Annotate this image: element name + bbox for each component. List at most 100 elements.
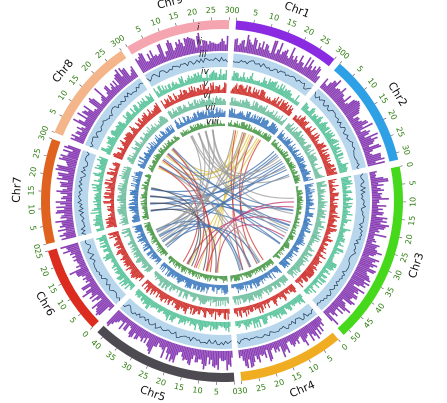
- synteny-link: [204, 130, 294, 199]
- tick-mark: [253, 19, 255, 23]
- tick-label: 25: [319, 34, 332, 47]
- tick-label: 15: [290, 371, 303, 383]
- tick-label: 30: [37, 129, 49, 142]
- track-vii-bars: [270, 139, 301, 184]
- tick-mark: [58, 283, 62, 286]
- track-iv-bars: [230, 83, 294, 117]
- track-iv: [103, 82, 340, 320]
- tick-mark: [91, 70, 94, 74]
- tick-mark: [162, 372, 165, 376]
- tick-label: 0: [340, 342, 350, 352]
- chromosome-band-chr2: [333, 63, 399, 162]
- track-ii-line: [316, 173, 367, 306]
- tick-label: 10: [56, 89, 69, 102]
- track-v-bars: [154, 270, 230, 307]
- track-iv-bars: [107, 230, 145, 282]
- tick-mark: [43, 243, 47, 246]
- tick-label: 5: [252, 8, 259, 18]
- tick-label: 20: [80, 59, 94, 73]
- track-iv-bars: [292, 114, 338, 177]
- tick-mark: [145, 365, 148, 369]
- tick-label: 5: [68, 315, 78, 325]
- tick-label: 25: [255, 383, 267, 394]
- track-i-bars: [233, 34, 322, 84]
- tick-label: 5: [48, 107, 58, 116]
- data-tracks: [55, 32, 390, 371]
- track-ii-line: [84, 240, 121, 301]
- track-ii-line: [146, 56, 228, 82]
- track-label-iv: iv: [201, 67, 210, 77]
- tick-label: 20: [38, 265, 50, 278]
- tick-mark: [383, 117, 387, 120]
- tick-mark: [388, 271, 392, 273]
- tick-label: 40: [89, 338, 103, 351]
- tick-label: 5: [355, 64, 365, 74]
- synteny-link: [159, 165, 284, 240]
- tick-label: 5: [134, 24, 143, 34]
- synteny-link: [162, 159, 213, 273]
- tick-label: 20: [404, 233, 415, 245]
- tick-label: 45: [362, 317, 375, 331]
- synteny-link: [195, 206, 294, 269]
- synteny-link: [155, 220, 241, 271]
- synteny-link: [216, 224, 285, 273]
- tick-label: 50: [349, 330, 363, 344]
- tick-label: 0: [341, 51, 351, 61]
- track-ii-line: [314, 91, 360, 170]
- track-vi-bars: [137, 124, 176, 170]
- track-label-vi: vi: [203, 91, 211, 101]
- tick-label: 0: [40, 125, 50, 133]
- synteny-link: [163, 158, 281, 244]
- chromosome-band-chr9: [127, 20, 230, 55]
- tick-mark: [90, 327, 93, 330]
- track-vii-bars: [140, 174, 152, 221]
- track-label-i: i: [197, 23, 200, 33]
- tick-mark: [104, 58, 108, 62]
- tick-mark: [125, 44, 128, 48]
- track-iv-bars: [141, 279, 230, 320]
- synteny-link: [165, 129, 235, 247]
- chromosome-label-chr4: Chr4: [288, 378, 317, 400]
- tick-label: 20: [273, 377, 285, 389]
- track-i-bars: [60, 242, 115, 316]
- track-ii-band: [309, 88, 367, 171]
- tick-mark: [364, 87, 367, 90]
- track-iii-bars: [90, 156, 109, 232]
- tick-label: 10: [268, 12, 280, 23]
- track-i-bars: [134, 32, 229, 74]
- track-iv-bars: [103, 162, 121, 229]
- track-label-vii: vii: [205, 103, 216, 113]
- tick-mark: [45, 250, 49, 253]
- tick-label: 0: [234, 6, 240, 15]
- tick-label: 5: [214, 387, 219, 396]
- track-vi-bars: [231, 265, 283, 294]
- track-v: [116, 95, 328, 307]
- synteny-link: [149, 202, 208, 271]
- track-ii-band: [312, 172, 370, 311]
- track-i-bars: [319, 78, 385, 167]
- synteny-link: [167, 152, 294, 211]
- track-vii: [140, 119, 304, 283]
- tick-mark: [49, 137, 53, 140]
- track-label-v: v: [203, 79, 209, 89]
- track-vi-bars: [278, 183, 315, 269]
- tick-mark: [394, 254, 398, 256]
- track-vii-bars: [168, 255, 228, 283]
- synteny-link: [150, 208, 217, 273]
- track-label-viii: viii: [206, 117, 219, 127]
- tick-label: 20: [28, 166, 38, 177]
- chromosome-band-chr5: [97, 325, 235, 382]
- synteny-link: [197, 132, 287, 234]
- track-vi-bars: [128, 170, 144, 223]
- track-ii-band: [79, 237, 127, 305]
- track-vi: [128, 107, 315, 295]
- tick-label: 15: [377, 92, 390, 105]
- tick-label: 25: [33, 248, 44, 260]
- tick-label: 15: [46, 282, 59, 295]
- tick-mark: [308, 359, 311, 363]
- track-v-bars: [127, 115, 169, 165]
- tick-label: 0: [405, 161, 415, 168]
- tick-label: 25: [31, 147, 42, 159]
- track-i-bars: [238, 315, 325, 369]
